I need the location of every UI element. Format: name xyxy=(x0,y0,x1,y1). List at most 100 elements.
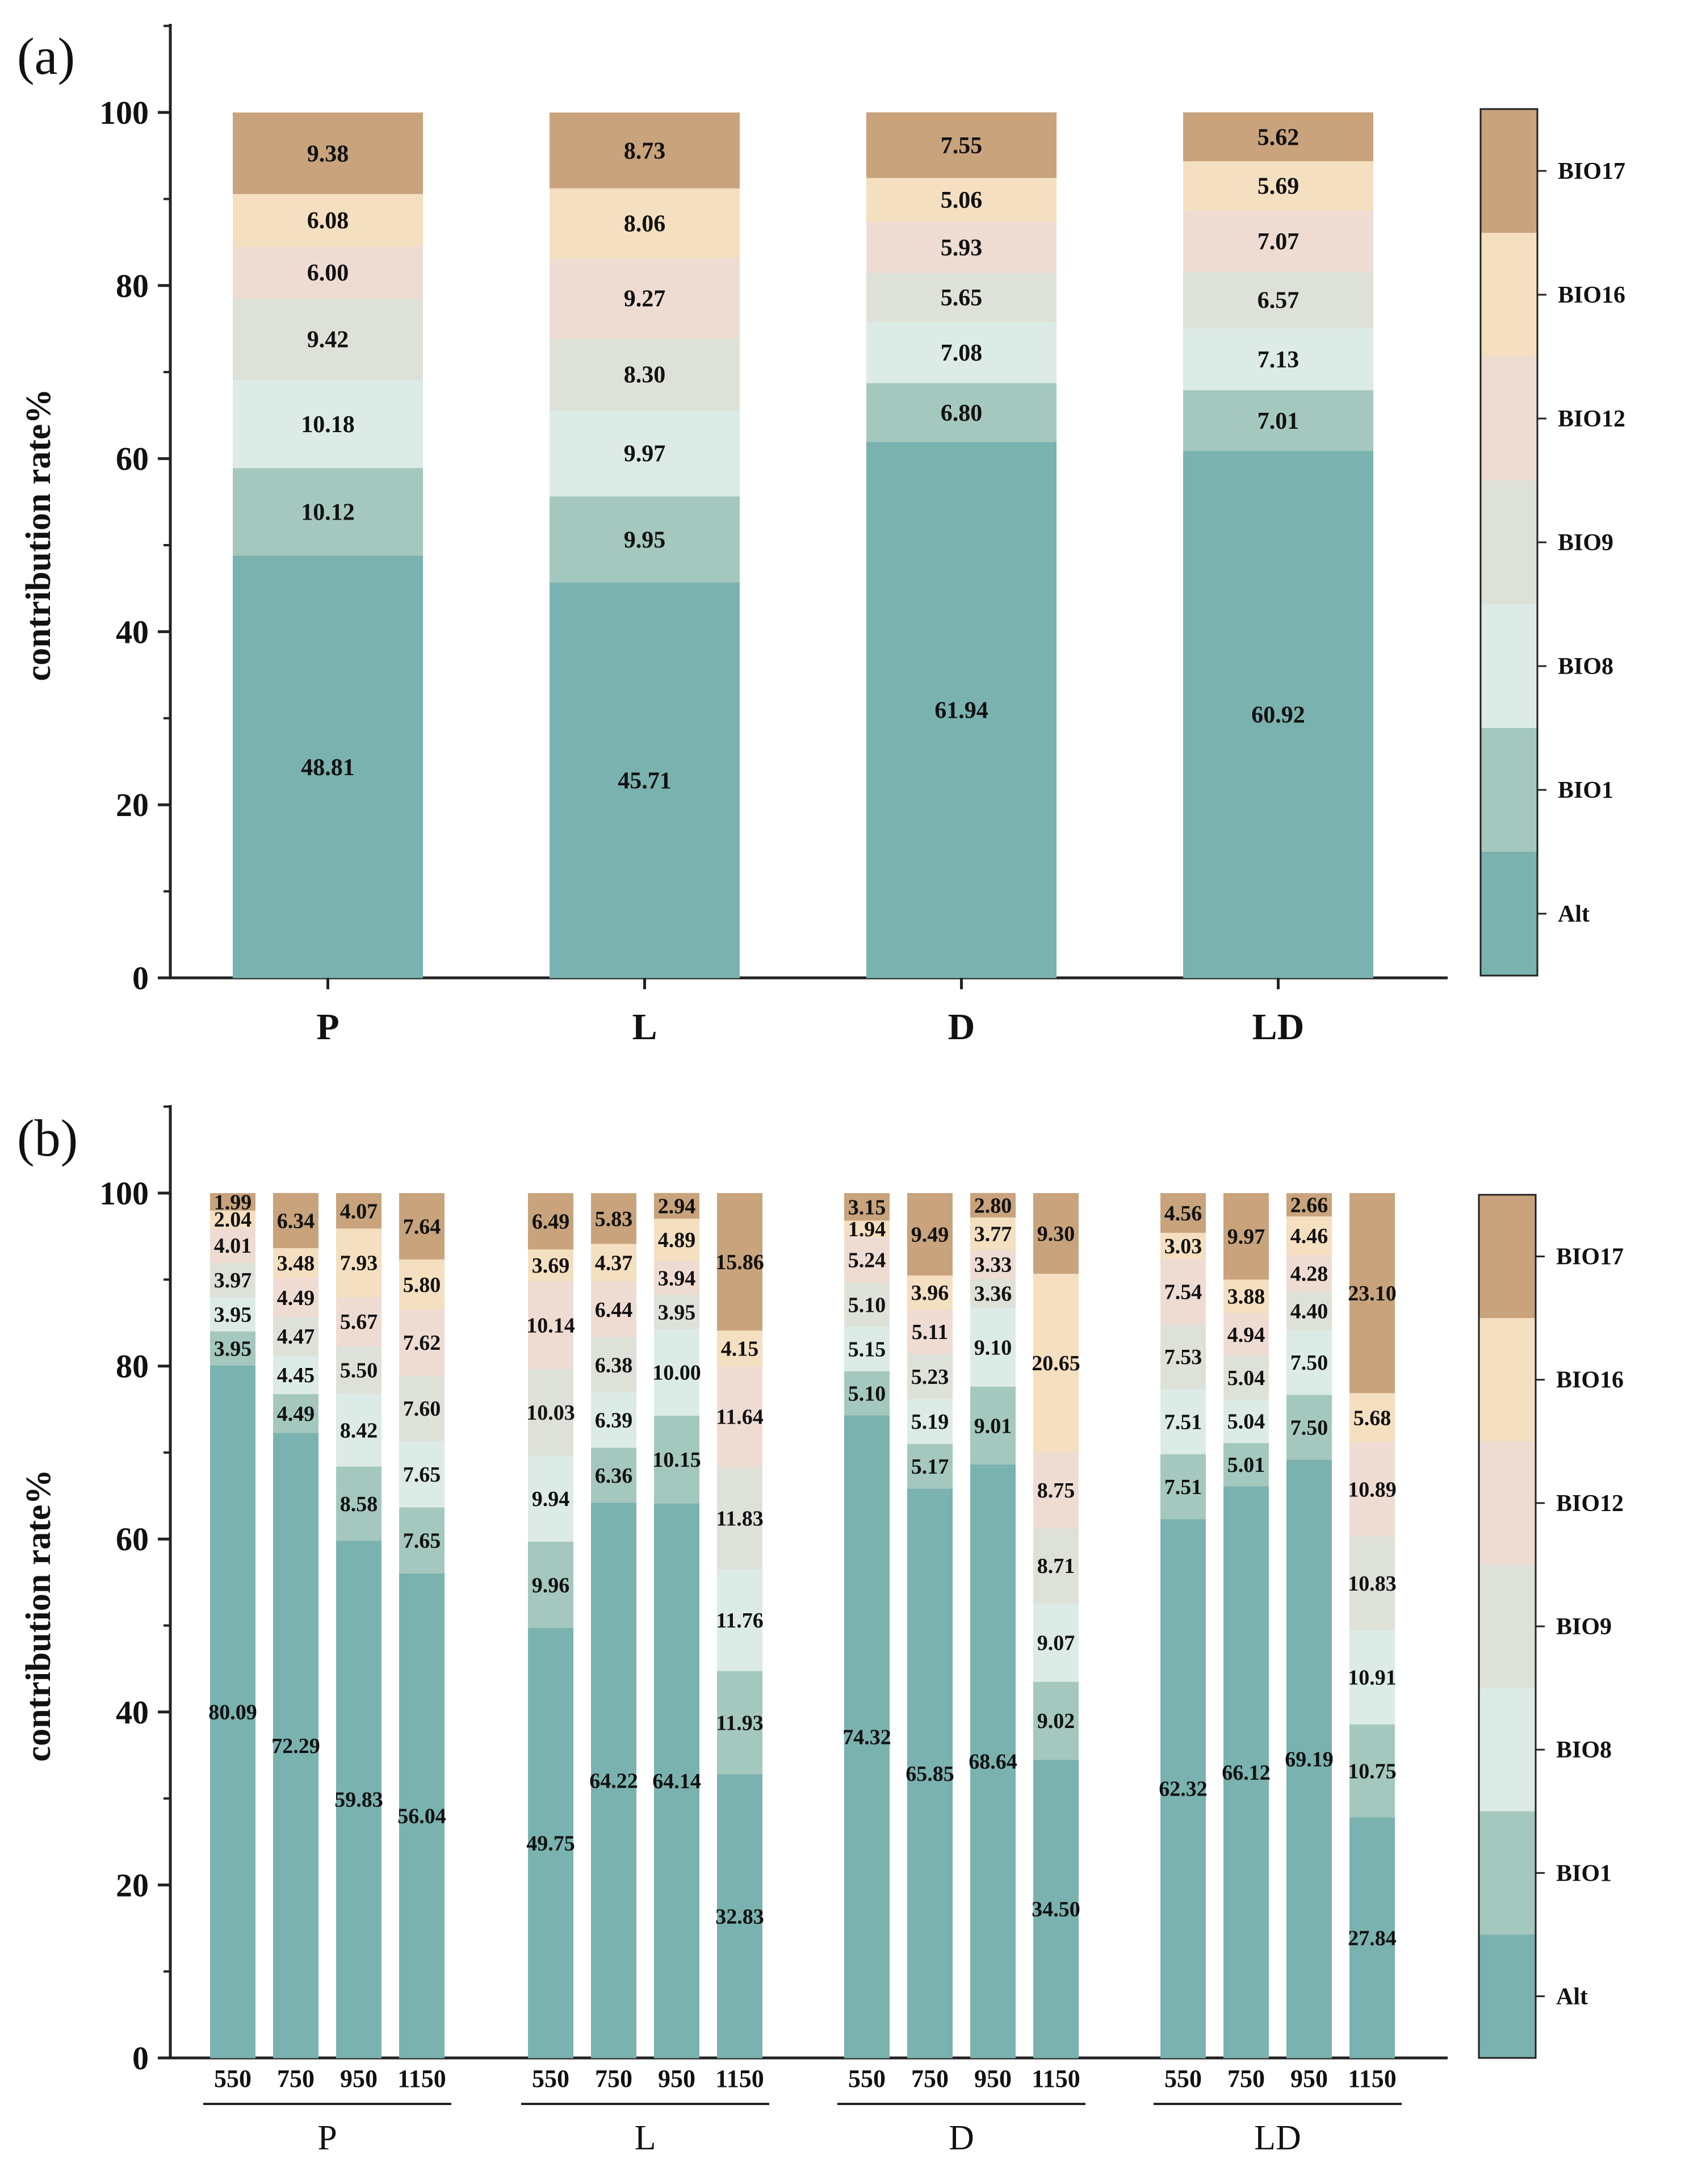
data-label-alt: 64.22 xyxy=(589,1769,638,1793)
bar-segment-alt xyxy=(654,1503,699,2059)
legend-label-bio17: BIO17 xyxy=(1556,1244,1624,1270)
data-label-bio17: 6.49 xyxy=(532,1210,570,1234)
x-tick-label: 550 xyxy=(1164,2065,1202,2093)
bar-segment-bio9 xyxy=(866,273,1057,323)
bar-segment-alt xyxy=(336,1540,382,2059)
data-label-bio8: 10.18 xyxy=(301,412,355,438)
bar-segment-bio1 xyxy=(844,1371,890,1416)
data-label-bio9: 5.65 xyxy=(941,285,983,311)
x-tick-label: 550 xyxy=(532,2065,569,2093)
legend-swatch-bio12 xyxy=(1479,1441,1536,1565)
y-tick-label: 20 xyxy=(116,1867,149,1903)
bar-segment-bio12 xyxy=(1033,1452,1079,1528)
bar-segment-bio9 xyxy=(336,1346,382,1394)
bar-segment-alt xyxy=(273,1433,318,2059)
legend-frame xyxy=(1478,1194,1537,2059)
bar-segment-bio16 xyxy=(528,1249,573,1282)
data-label-bio8: 10.91 xyxy=(1348,1666,1397,1689)
y-tick-label: 100 xyxy=(99,94,149,131)
data-label-bio12: 5.93 xyxy=(941,235,983,261)
bar-segment-bio9 xyxy=(907,1353,953,1399)
legend-swatch-bio9 xyxy=(1479,1564,1536,1689)
data-label-bio17: 9.38 xyxy=(307,141,349,167)
bar-segment-bio9 xyxy=(273,1316,318,1356)
data-label-bio1: 4.49 xyxy=(277,1402,315,1426)
data-label-bio16: 1.94 xyxy=(848,1217,886,1241)
y-tick-label: 100 xyxy=(99,1175,149,1212)
data-label-alt: 49.75 xyxy=(526,1831,575,1855)
data-label-bio1: 10.12 xyxy=(301,500,355,526)
bar-segment-bio8 xyxy=(273,1355,318,1395)
data-label-bio12: 5.11 xyxy=(912,1320,948,1344)
bar-segment-bio16 xyxy=(233,194,423,247)
data-label-bio17: 15.86 xyxy=(715,1250,764,1274)
data-label-bio8: 5.19 xyxy=(911,1410,949,1434)
group-label: P xyxy=(317,2119,337,2157)
bar-segment-bio16 xyxy=(336,1228,382,1298)
data-label-bio16: 5.06 xyxy=(941,187,983,214)
bar-segment-alt xyxy=(1349,1817,1395,2059)
data-label-bio16: 4.15 xyxy=(721,1337,759,1361)
bar-segment-bio16 xyxy=(1033,1273,1079,1453)
data-label-bio17: 2.66 xyxy=(1290,1194,1328,1217)
data-label-bio8: 8.42 xyxy=(340,1419,378,1442)
data-label-alt: 45.71 xyxy=(618,768,672,794)
legend-label-bio1: BIO1 xyxy=(1556,1860,1612,1886)
data-label-bio1: 7.65 xyxy=(403,1529,441,1553)
bar-segment-bio9 xyxy=(844,1282,890,1327)
legend-label-alt: Alt xyxy=(1556,1984,1588,2010)
data-label-bio12: 6.00 xyxy=(307,260,349,286)
data-label-alt: 66.12 xyxy=(1222,1761,1271,1785)
data-label-bio1: 5.10 xyxy=(848,1382,886,1406)
data-label-bio9: 10.83 xyxy=(1348,1572,1397,1596)
legend-label-alt: Alt xyxy=(1558,901,1590,927)
data-label-bio9: 9.42 xyxy=(307,327,349,353)
data-label-bio1: 8.58 xyxy=(340,1492,378,1516)
data-label-alt: 32.83 xyxy=(715,1905,764,1928)
bar-segment-bio16 xyxy=(866,177,1057,222)
data-label-bio16: 3.03 xyxy=(1164,1235,1202,1258)
data-label-bio8: 7.50 xyxy=(1290,1351,1328,1375)
data-label-bio8: 7.13 xyxy=(1257,347,1299,373)
data-label-bio17: 9.97 xyxy=(1227,1225,1265,1249)
bar-segment-bio1 xyxy=(1160,1454,1206,1520)
y-tick-label: 0 xyxy=(132,2040,149,2077)
bar-segment-bio1 xyxy=(654,1415,699,1504)
x-tick-label: 950 xyxy=(1290,2065,1328,2093)
data-label-bio12: 4.94 xyxy=(1227,1323,1265,1347)
data-label-bio9: 5.50 xyxy=(340,1358,378,1382)
data-label-bio9: 7.60 xyxy=(403,1397,441,1421)
bar-segment-bio9 xyxy=(233,298,423,380)
bar-segment-bio17 xyxy=(970,1193,1016,1217)
bar-segment-bio17 xyxy=(233,112,423,194)
bar-segment-alt xyxy=(550,582,740,978)
x-tick-label: 950 xyxy=(974,2065,1012,2093)
data-label-bio16: 4.89 xyxy=(658,1228,696,1252)
legend-swatch-bio1 xyxy=(1481,728,1537,852)
bar-segment-bio17 xyxy=(550,112,740,189)
bar-segment-bio17 xyxy=(528,1193,573,1250)
data-label-bio12: 4.49 xyxy=(277,1286,315,1310)
bar-segment-bio8 xyxy=(970,1307,1016,1387)
bar-segment-bio12 xyxy=(273,1278,318,1317)
data-label-bio8: 9.10 xyxy=(974,1336,1012,1359)
bar-segment-bio8 xyxy=(717,1569,762,1671)
bar-segment-bio9 xyxy=(528,1369,573,1456)
legend-swatch-bio8 xyxy=(1479,1688,1536,1812)
data-label-bio9: 5.23 xyxy=(911,1365,949,1389)
bar-segment-bio17 xyxy=(336,1193,382,1229)
bar-segment-bio1 xyxy=(550,496,740,583)
legend-swatch-bio1 xyxy=(1479,1811,1536,1935)
x-tick-label: 750 xyxy=(595,2065,632,2093)
bar-segment-alt xyxy=(233,555,423,978)
data-label-bio9: 8.30 xyxy=(624,362,666,388)
data-label-bio16: 8.06 xyxy=(624,211,666,237)
data-label-bio12: 7.62 xyxy=(403,1331,441,1355)
data-label-bio12: 7.07 xyxy=(1257,229,1299,255)
legend-swatch-bio17 xyxy=(1481,109,1537,233)
data-label-bio17: 2.80 xyxy=(974,1194,1012,1217)
bar-segment-bio1 xyxy=(907,1444,953,1489)
data-label-bio17: 5.62 xyxy=(1257,124,1299,150)
data-label-alt: 56.04 xyxy=(397,1805,446,1829)
